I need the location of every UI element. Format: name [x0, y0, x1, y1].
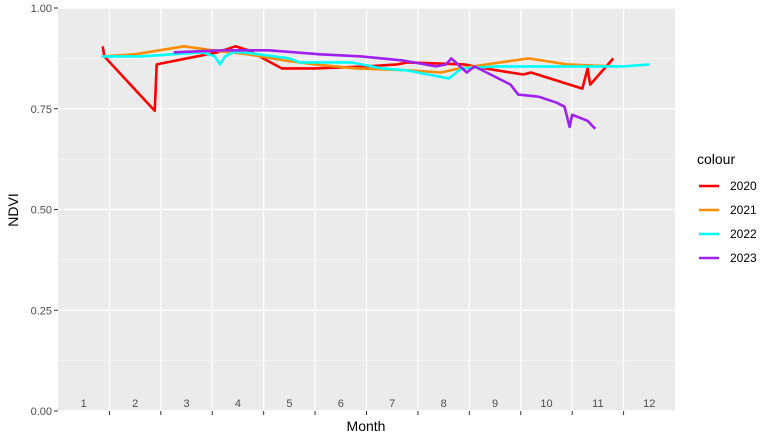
- x-month-label: 12: [643, 398, 655, 410]
- series-line-2023: [173, 49, 597, 130]
- x-month-label: 7: [389, 398, 395, 410]
- x-month-label: 6: [338, 398, 344, 410]
- x-month-label: 4: [235, 398, 241, 410]
- legend-label-2020: 2020: [730, 179, 757, 193]
- grid-major: [58, 7, 675, 412]
- x-month-label: 1: [81, 398, 87, 410]
- y-axis: 0.00 0.25 0.50 0.75 1.00: [31, 3, 58, 418]
- x-month-label: 2: [132, 398, 138, 410]
- y-tick-label: 0.50: [31, 205, 52, 217]
- series-line-2020: [101, 45, 615, 113]
- x-axis: 1 2 3 4 5 6 7 8 9 10 11 12: [81, 398, 655, 415]
- series-layer: [101, 45, 650, 130]
- legend: colour 2020 2021 2022 2023: [697, 151, 757, 265]
- series-line-2021: [101, 45, 614, 74]
- y-tick-label: 0.75: [31, 104, 52, 116]
- x-axis-title: Month: [347, 418, 386, 434]
- x-month-label: 8: [441, 398, 447, 410]
- x-month-label: 10: [540, 398, 552, 410]
- y-tick-label: 0.00: [31, 406, 52, 418]
- x-month-label: 9: [492, 398, 498, 410]
- legend-label-2022: 2022: [730, 227, 757, 241]
- x-month-label: 5: [286, 398, 292, 410]
- x-month-label: 11: [592, 398, 603, 410]
- legend-title: colour: [697, 151, 735, 167]
- y-axis-title: NDVI: [5, 193, 21, 226]
- y-tick-label: 0.25: [31, 305, 52, 317]
- legend-label-2023: 2023: [730, 251, 757, 265]
- series-line-2022: [101, 51, 650, 80]
- x-month-label: 3: [183, 398, 189, 410]
- y-tick-label: 1.00: [31, 3, 52, 15]
- legend-label-2021: 2021: [730, 203, 757, 217]
